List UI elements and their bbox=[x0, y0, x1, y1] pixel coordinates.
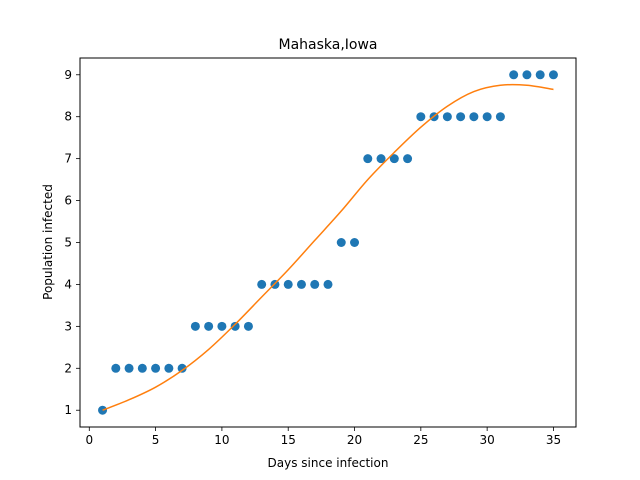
data-point bbox=[190, 321, 200, 331]
data-point bbox=[230, 321, 240, 331]
x-tick-label: 35 bbox=[546, 433, 561, 447]
plot-area bbox=[98, 70, 558, 415]
x-axis-label: Days since infection bbox=[268, 456, 389, 470]
x-axis: 0 5 10 15 20 25 30 35 bbox=[85, 427, 561, 447]
y-tick-label: 6 bbox=[64, 194, 72, 208]
data-point bbox=[310, 279, 320, 289]
y-tick-label: 2 bbox=[64, 361, 72, 375]
data-point bbox=[336, 238, 346, 247]
data-point bbox=[442, 112, 452, 122]
y-tick-label: 9 bbox=[64, 68, 72, 82]
x-tick-label: 20 bbox=[347, 433, 362, 447]
data-point bbox=[495, 112, 505, 122]
data-point bbox=[257, 279, 267, 289]
y-tick-label: 4 bbox=[64, 277, 72, 291]
data-point bbox=[243, 321, 253, 331]
data-point bbox=[469, 112, 479, 122]
x-tick-label: 0 bbox=[85, 433, 93, 447]
data-point bbox=[204, 321, 214, 331]
data-point bbox=[416, 112, 426, 122]
data-point bbox=[509, 70, 519, 80]
data-point bbox=[363, 154, 373, 164]
data-point bbox=[522, 70, 532, 80]
data-point bbox=[296, 279, 306, 289]
x-tick-label: 5 bbox=[152, 433, 160, 447]
y-tick-label: 8 bbox=[64, 110, 72, 124]
data-point bbox=[137, 363, 147, 373]
y-axis-label: Population infected bbox=[41, 184, 55, 300]
x-tick-label: 10 bbox=[214, 433, 229, 447]
data-point bbox=[376, 154, 386, 164]
data-point bbox=[177, 363, 187, 373]
x-tick-label: 25 bbox=[413, 433, 428, 447]
data-point bbox=[548, 70, 558, 80]
data-point bbox=[482, 112, 492, 122]
y-tick-label: 1 bbox=[64, 403, 72, 417]
data-point bbox=[389, 154, 399, 164]
y-axis: 1 2 3 4 5 6 7 8 9 bbox=[64, 68, 80, 417]
data-point bbox=[350, 238, 360, 247]
x-tick-label: 30 bbox=[480, 433, 495, 447]
data-point bbox=[164, 363, 174, 373]
data-point bbox=[151, 363, 161, 373]
x-tick-label: 15 bbox=[281, 433, 296, 447]
data-point bbox=[323, 279, 333, 289]
data-point bbox=[217, 321, 227, 331]
data-point bbox=[124, 363, 134, 373]
y-tick-label: 3 bbox=[64, 319, 72, 333]
chart-title: Mahaska,Iowa bbox=[278, 37, 377, 53]
fit-line bbox=[102, 83, 554, 411]
data-point bbox=[456, 112, 466, 122]
data-point bbox=[283, 279, 293, 289]
y-tick-label: 7 bbox=[64, 152, 72, 166]
data-point bbox=[111, 363, 121, 373]
y-tick-label: 5 bbox=[64, 236, 72, 250]
data-point bbox=[535, 70, 545, 80]
data-point bbox=[403, 154, 413, 164]
